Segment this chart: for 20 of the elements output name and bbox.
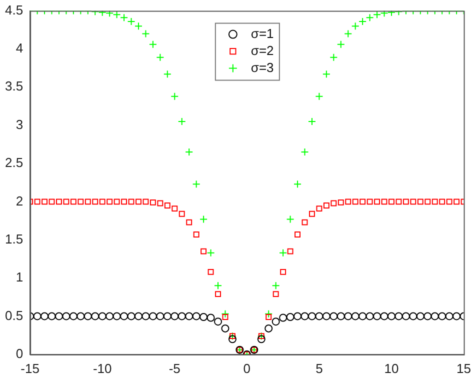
x-tick-label: 10 bbox=[384, 360, 399, 376]
y-tick-label: 1 bbox=[16, 270, 24, 285]
y-tick-label: 0.5 bbox=[4, 308, 24, 323]
legend-label: σ=3 bbox=[250, 60, 274, 75]
x-tick-label: 0 bbox=[243, 360, 251, 376]
y-tick-label: 3 bbox=[16, 116, 24, 132]
y-tick-label: 1.5 bbox=[4, 231, 24, 246]
y-tick-label: 2.5 bbox=[4, 155, 24, 170]
x-tick-label: -15 bbox=[20, 360, 40, 376]
x-tick-label: -10 bbox=[92, 360, 112, 376]
y-tick-label: 3.5 bbox=[4, 78, 24, 94]
x-tick-label: 5 bbox=[316, 360, 323, 376]
legend-label: σ=1 bbox=[250, 26, 274, 41]
y-tick-label: 4 bbox=[16, 40, 24, 56]
x-tick-label: 15 bbox=[456, 360, 472, 376]
y-tick-label: 0 bbox=[16, 346, 24, 361]
y-tick-label: 2 bbox=[16, 193, 24, 208]
x-tick-label: -5 bbox=[168, 360, 180, 376]
legend-label: σ=2 bbox=[250, 42, 274, 58]
y-tick-label: 4.5 bbox=[4, 2, 24, 18]
